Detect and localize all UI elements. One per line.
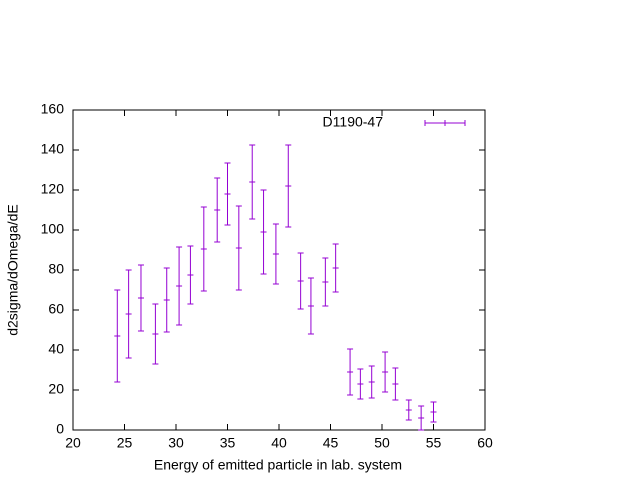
y-tick-label: 0 — [56, 421, 64, 437]
error-bar — [260, 189, 267, 275]
x-tick-label: 55 — [426, 435, 442, 451]
error-bar — [137, 264, 144, 332]
error-bar — [405, 399, 412, 421]
error-bar — [368, 365, 375, 399]
plot-border — [72, 109, 486, 431]
error-bar — [163, 267, 170, 333]
error-bar — [176, 246, 183, 326]
error-bar — [357, 368, 364, 400]
x-tick-label: 35 — [220, 435, 236, 451]
x-tick-label: 40 — [271, 435, 287, 451]
error-bar — [152, 303, 159, 365]
error-bar — [235, 205, 242, 291]
y-tick-label: 120 — [41, 181, 65, 197]
legend-symbol — [424, 120, 466, 126]
error-bar — [382, 351, 389, 393]
x-tick-label: 20 — [65, 435, 81, 451]
error-bar — [418, 405, 425, 431]
error-bar — [114, 289, 121, 383]
error-bar — [285, 144, 292, 228]
error-bar — [332, 243, 339, 293]
x-tick-label: 25 — [117, 435, 133, 451]
error-bar — [272, 223, 279, 285]
error-bar — [125, 269, 132, 359]
error-bar — [187, 245, 194, 305]
y-axis-label: d2sigma/dOmega/dE — [5, 204, 21, 336]
error-bar — [307, 277, 314, 335]
error-bar — [224, 162, 231, 226]
error-bar — [249, 144, 256, 220]
error-bar — [200, 206, 207, 292]
error-bar — [322, 257, 329, 307]
error-bar — [347, 348, 354, 396]
x-tick-label: 50 — [374, 435, 390, 451]
error-bar — [430, 401, 437, 423]
y-tick-label: 40 — [48, 341, 64, 357]
x-tick-label: 45 — [323, 435, 339, 451]
x-tick-label: 60 — [477, 435, 493, 451]
error-bar — [297, 252, 304, 310]
error-bar — [214, 177, 221, 243]
x-axis-label: Energy of emitted particle in lab. syste… — [154, 457, 402, 473]
y-tick-label: 160 — [41, 101, 65, 117]
y-tick-label: 100 — [41, 221, 65, 237]
y-tick-label: 140 — [41, 141, 65, 157]
legend-label: D1190-47 — [323, 114, 384, 130]
error-bar — [392, 367, 399, 401]
y-tick-label: 20 — [48, 381, 64, 397]
x-tick-label: 30 — [168, 435, 184, 451]
y-tick-label: 80 — [48, 261, 64, 277]
y-tick-label: 60 — [48, 301, 64, 317]
